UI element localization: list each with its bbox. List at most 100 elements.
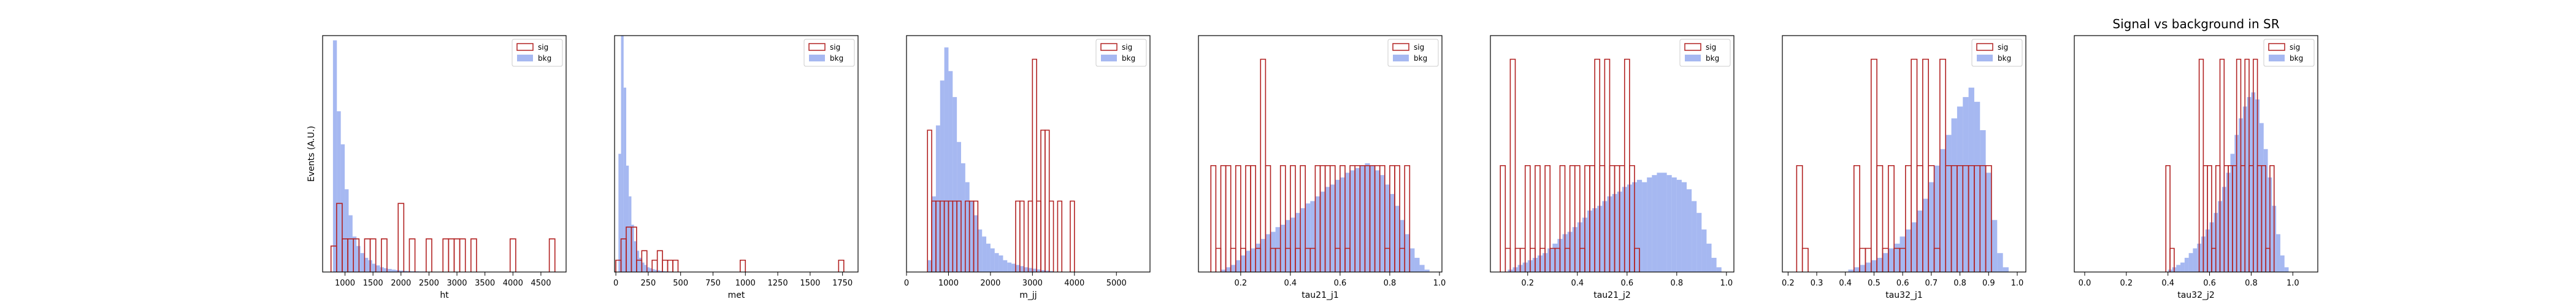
bar-bkg — [1980, 130, 1986, 272]
x-axis-label: tau21_j1 — [1301, 290, 1339, 300]
bar-bkg — [965, 182, 970, 272]
x-tick-label: 1.0 — [1720, 279, 1733, 288]
bar-bkg — [1340, 177, 1346, 272]
bar-bkg — [1255, 243, 1261, 272]
step-bin-sig — [1404, 165, 1411, 272]
bar-bkg — [1395, 206, 1400, 272]
bar-bkg — [2180, 262, 2185, 272]
step-bin-sig — [1870, 58, 1877, 272]
bar-bkg — [1015, 265, 1020, 272]
step-bin-sig — [1027, 200, 1033, 272]
step-bin-sig — [459, 238, 466, 272]
x-tick-label: 4000 — [503, 279, 523, 288]
bar-bkg — [1365, 163, 1370, 272]
series-bkg — [927, 47, 1054, 272]
series-bkg — [1221, 163, 1430, 272]
series-sig — [330, 203, 556, 272]
legend-label-sig: sig — [2290, 43, 2300, 52]
bar-bkg — [2284, 267, 2289, 272]
legend-label-bkg: bkg — [538, 54, 551, 63]
x-tick-label: 0.4 — [1284, 279, 1297, 288]
step-bin-sig — [397, 203, 405, 272]
x-tick-label: 2500 — [419, 279, 439, 288]
bar-bkg — [380, 267, 384, 272]
step-bin-sig — [453, 238, 461, 272]
bar-bkg — [623, 87, 627, 272]
bar-bkg — [944, 47, 949, 272]
bar-bkg — [957, 142, 961, 272]
bar-bkg — [1240, 255, 1246, 272]
step-bin-sig — [1048, 200, 1054, 272]
step-bin-sig — [381, 238, 388, 272]
x-tick-label: 0.0 — [2079, 279, 2091, 288]
bar-bkg — [1315, 196, 1321, 272]
bar-bkg — [1265, 234, 1271, 272]
bar-bkg — [391, 270, 396, 272]
step-bin-sig — [1928, 165, 1935, 272]
bar-bkg — [1409, 248, 1415, 272]
legend: sig bkg — [1679, 39, 1731, 67]
step-bin-sig — [1215, 247, 1222, 272]
x-tick-label: 0.8 — [1670, 279, 1683, 288]
bar-bkg — [352, 236, 357, 272]
legend: sig bkg — [803, 39, 855, 67]
bar-bkg — [982, 236, 987, 272]
step-bin-sig — [1574, 165, 1581, 272]
bar-bkg — [1882, 253, 1888, 272]
legend-swatch-bkg — [1685, 55, 1701, 61]
x-tick-label: 1.0 — [1433, 279, 1446, 288]
bar-bkg — [1963, 97, 1969, 272]
step-bin-sig — [1801, 247, 1809, 272]
step-bin-sig — [956, 200, 962, 272]
subplot-1: 1000 1500 2000 2500 3000 3500 4000 4500 ht Events… — [307, 35, 567, 300]
bar-bkg — [1696, 212, 1702, 272]
bar-bkg — [1666, 175, 1672, 272]
bar-bkg — [973, 215, 978, 272]
bar-bkg — [1657, 173, 1662, 272]
bar-bkg — [932, 196, 936, 272]
bar-bkg — [1360, 165, 1365, 272]
bar-bkg — [650, 268, 653, 272]
bar-bkg — [1045, 270, 1049, 272]
subplot-2: 0 250 500 750 1000 1250 1500 1750 met sig bkg — [613, 35, 859, 300]
legend: sig bkg — [2263, 39, 2315, 67]
bar-bkg — [1230, 265, 1236, 272]
axes-frame — [322, 35, 567, 273]
bar-bkg — [654, 270, 657, 272]
bar-bkg — [657, 270, 660, 272]
step-bin-sig — [1210, 165, 1217, 272]
step-bin-sig — [1220, 165, 1227, 272]
step-bin-sig — [2207, 165, 2212, 272]
x-tick-label: 0.8 — [1953, 279, 1966, 288]
axes-frame — [1490, 35, 1735, 273]
bar-bkg — [1681, 182, 1687, 272]
x-tick-label: 1750 — [832, 279, 853, 288]
bar-bkg — [399, 270, 404, 272]
series-sig — [1210, 58, 1411, 272]
bar-bkg — [372, 263, 377, 272]
bar-bkg — [1310, 201, 1316, 272]
step-bin-sig — [656, 250, 663, 272]
step-bin-sig — [1796, 165, 1803, 272]
step-bin-sig — [1040, 130, 1046, 272]
bar-bkg — [978, 229, 983, 272]
bar-bkg — [1037, 269, 1041, 272]
subplot-6: 0.2 0.3 0.4 0.5 0.6 0.7 0.8 0.9 1.0 tau32_j1 sig bk… — [1782, 35, 2026, 300]
bar-bkg — [1225, 267, 1231, 272]
x-tick-label: 1500 — [363, 279, 383, 288]
bar-bkg — [1285, 220, 1290, 272]
bar-bkg — [1335, 179, 1340, 272]
bar-bkg — [1305, 203, 1311, 272]
bar-bkg — [1911, 222, 1917, 272]
legend-label-sig: sig — [1706, 43, 1716, 52]
bar-bkg — [340, 144, 345, 272]
x-tick-label: 0.6 — [1896, 279, 1909, 288]
x-tick-label: 0 — [904, 279, 909, 288]
bar-bkg — [1370, 165, 1375, 272]
bar-bkg — [940, 80, 945, 272]
legend: sig bkg — [512, 39, 563, 67]
step-bin-sig — [927, 130, 932, 272]
bar-bkg — [1384, 184, 1390, 272]
step-bin-sig — [1876, 165, 1884, 272]
x-tick-label: 0.4 — [1839, 279, 1852, 288]
